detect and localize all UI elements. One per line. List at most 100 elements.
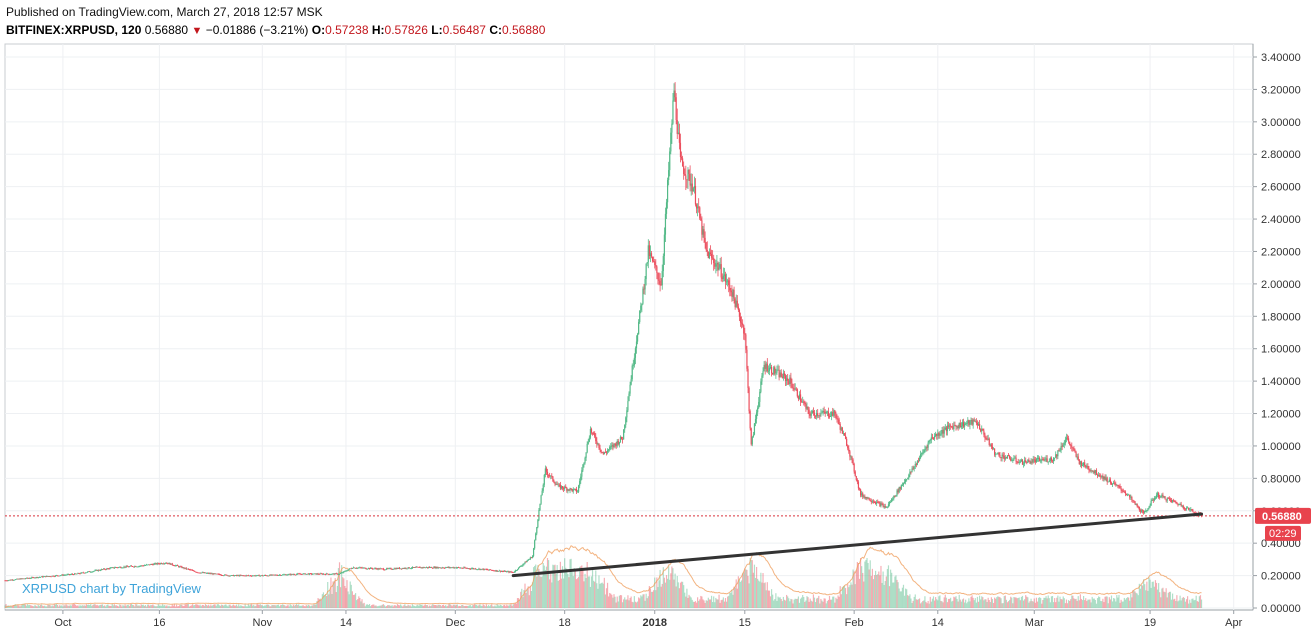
candle-body <box>448 567 450 568</box>
candle-body <box>833 410 835 416</box>
candle-body <box>883 506 885 507</box>
volume-bar <box>612 597 614 608</box>
volume-bar <box>59 605 61 608</box>
volume-bar <box>818 595 820 608</box>
volume-bar <box>456 604 459 608</box>
candle-body <box>338 573 341 575</box>
candle-body <box>425 567 427 569</box>
volume-bar <box>423 605 425 608</box>
candle-body <box>1170 499 1173 502</box>
volume-bar <box>822 601 824 608</box>
volume-bar <box>1182 596 1184 608</box>
candle-body <box>1052 458 1055 462</box>
volume-bar <box>656 577 658 608</box>
candle-body <box>1074 450 1076 453</box>
volume-bar <box>935 597 937 608</box>
volume-bar <box>1028 602 1030 608</box>
candle-body <box>304 573 306 575</box>
candle-body <box>535 533 537 541</box>
volume-bar <box>188 606 191 608</box>
candle-body <box>713 258 715 263</box>
volume-bar <box>144 605 147 608</box>
candle-body <box>1148 507 1150 509</box>
time-axis[interactable]: Oct 16 Nov 14 Dec 18 2018 15 Feb 14 Mar 19 Apr <box>54 610 1243 629</box>
candle-body <box>273 574 275 576</box>
volume-bar <box>20 605 22 608</box>
volume-bar <box>77 605 79 608</box>
volume-bar <box>448 604 450 608</box>
volume-bar <box>480 605 482 608</box>
candle-body <box>1131 497 1133 500</box>
volume-bar <box>61 605 63 608</box>
candle-body <box>847 445 849 449</box>
volume-bar <box>579 566 581 608</box>
candle-body <box>842 433 845 435</box>
volume-bar <box>126 605 128 608</box>
candle-body <box>836 418 838 419</box>
candle-body <box>1042 459 1044 460</box>
candle-body <box>69 574 72 576</box>
candle-body <box>202 572 204 574</box>
volume-bar <box>1067 600 1070 608</box>
candle-body <box>1082 462 1085 466</box>
candle-body <box>1064 439 1066 444</box>
candle-body <box>958 422 960 428</box>
volume-bar <box>821 600 823 608</box>
candle-body <box>1153 497 1155 501</box>
candle-body <box>571 489 573 492</box>
volume-bar <box>930 601 932 608</box>
candle-body <box>112 567 114 569</box>
volume-bar <box>231 605 233 608</box>
volume-bar <box>363 602 365 608</box>
volume-bar <box>775 593 777 608</box>
volume-bar <box>970 596 972 608</box>
candle-body <box>795 388 797 390</box>
candle-body <box>962 422 965 427</box>
symbol-label[interactable]: BITFINEX:XRPUSD, 120 <box>6 23 142 37</box>
candle-body <box>890 502 892 503</box>
candle-body <box>313 573 315 575</box>
price-chart[interactable]: 0.000000.200000.400000.600000.800001.000… <box>0 40 1312 637</box>
candle-body <box>404 567 406 569</box>
candle-body <box>902 483 905 485</box>
volume-bar <box>178 606 180 608</box>
candle-body <box>506 571 508 573</box>
volume-bar <box>530 591 533 608</box>
candle-body <box>432 568 434 569</box>
candle-body <box>906 479 908 480</box>
candle-body <box>568 489 570 491</box>
volume-bar <box>594 581 596 608</box>
volume-bar <box>797 596 800 608</box>
volume-bar <box>678 588 680 608</box>
volume-bar <box>534 565 536 608</box>
volume-bar <box>306 605 308 608</box>
candle-body <box>524 561 526 564</box>
price-axis[interactable]: 0.000000.200000.400000.600000.800001.000… <box>1253 52 1301 615</box>
volume-bar <box>882 571 884 608</box>
candle-body <box>702 229 704 235</box>
volume-bar <box>958 594 960 608</box>
volume-bar <box>324 594 327 608</box>
volume-bar <box>95 605 97 608</box>
tradingview-watermark[interactable]: XRPUSD chart by TradingView <box>22 581 201 596</box>
volume-bar <box>902 584 905 608</box>
candle-body <box>374 568 376 570</box>
candle-body <box>274 574 276 576</box>
volume-bar <box>916 599 919 608</box>
candle-body <box>802 401 804 403</box>
candle-body <box>939 434 941 436</box>
candle-body <box>137 566 139 568</box>
candle-body <box>1013 458 1015 460</box>
volume-bar <box>1091 596 1093 608</box>
candle-body <box>237 575 239 577</box>
volume-bar <box>218 605 221 608</box>
volume-bar <box>777 596 779 608</box>
volume-bar <box>704 602 706 608</box>
volume-bar <box>75 604 77 608</box>
volume-bar <box>722 597 724 608</box>
candle-body <box>827 411 830 417</box>
volume-bar <box>249 604 252 608</box>
candle-body <box>867 497 869 499</box>
volume-bar <box>186 604 188 608</box>
candle-body <box>874 502 877 504</box>
